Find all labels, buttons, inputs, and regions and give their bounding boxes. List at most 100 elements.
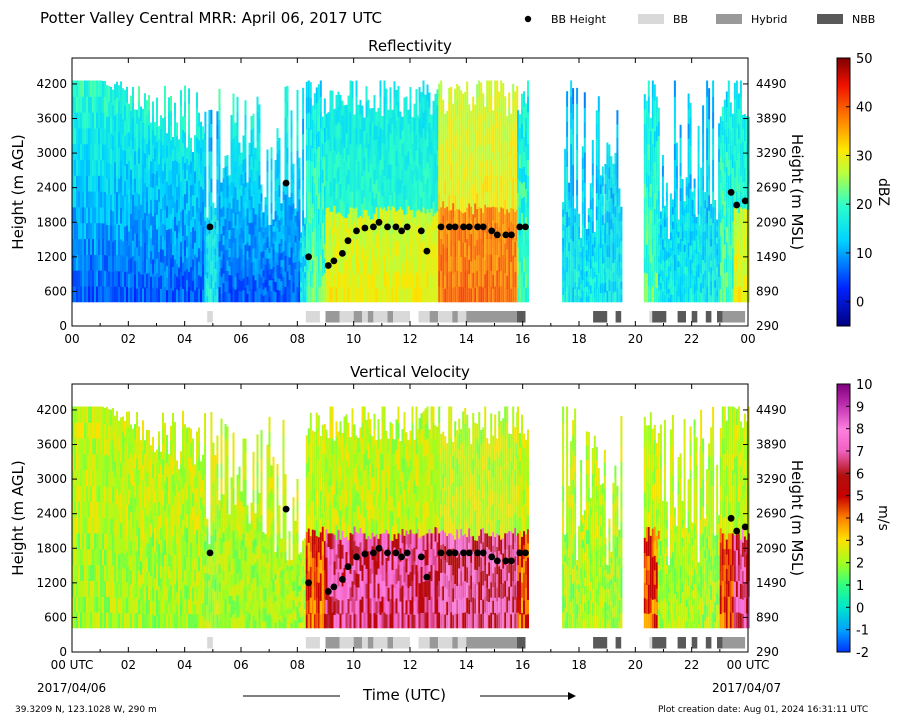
heat-cell	[128, 174, 130, 190]
heat-cell	[510, 261, 513, 276]
heat-cell	[305, 97, 308, 114]
heat-cell	[407, 123, 410, 138]
x-tick-label: 08	[290, 332, 305, 346]
bb-type-bar	[517, 311, 526, 323]
heat-cell	[317, 208, 320, 225]
heat-cell	[679, 188, 682, 202]
heat-cell	[359, 99, 362, 115]
heat-cell	[383, 112, 386, 129]
heat-cell	[442, 272, 445, 288]
heat-cell	[345, 175, 348, 190]
heat-cell	[442, 229, 445, 245]
heat-cell	[331, 166, 334, 182]
heat-cell	[673, 286, 676, 303]
heat-cell	[313, 257, 316, 273]
heat-cell	[202, 239, 204, 253]
heat-cell	[280, 238, 283, 246]
heat-cell	[527, 96, 529, 113]
heat-cell	[260, 285, 263, 294]
heat-cell	[266, 182, 269, 194]
heat-cell	[420, 167, 423, 183]
heat-cell	[230, 261, 233, 276]
heat-cell	[212, 294, 215, 303]
heat-cell	[182, 262, 184, 276]
heat-cell	[580, 274, 583, 280]
heat-cell	[246, 182, 249, 192]
heat-cell	[268, 296, 271, 303]
heat-cell	[395, 180, 398, 197]
heat-cell	[156, 141, 158, 157]
heat-cell	[355, 112, 358, 129]
heat-cell	[695, 271, 698, 279]
heat-cell	[220, 250, 223, 260]
heat-cell	[300, 286, 303, 293]
heat-cell	[570, 206, 573, 224]
heat-cell	[525, 131, 527, 147]
heat-cell	[174, 102, 176, 118]
heat-cell	[448, 133, 451, 150]
heat-cell	[104, 286, 106, 303]
heat-cell	[661, 186, 664, 198]
heat-cell	[234, 212, 237, 226]
heat-cell	[498, 196, 501, 213]
heat-cell	[702, 105, 705, 120]
heat-cell	[655, 96, 658, 112]
heat-cell	[134, 178, 136, 193]
heat-cell	[92, 564, 94, 581]
heat-cell	[80, 517, 82, 534]
heat-cell	[454, 210, 457, 227]
heat-cell	[150, 250, 152, 264]
heat-cell	[564, 192, 567, 204]
heat-cell	[514, 91, 517, 107]
heat-cell	[218, 256, 221, 272]
heat-cell	[90, 469, 92, 486]
heat-cell	[92, 517, 94, 534]
heat-cell	[580, 283, 583, 289]
heat-cell	[288, 279, 291, 288]
heat-cell	[144, 227, 146, 243]
heat-cell	[657, 290, 660, 297]
heat-cell	[727, 238, 730, 255]
heat-cell	[576, 118, 579, 135]
heat-cell	[432, 158, 435, 174]
heat-cell	[307, 159, 310, 176]
heat-cell	[669, 201, 672, 210]
heat-cell	[198, 247, 200, 262]
x-tick-label: 00	[64, 332, 79, 346]
heat-cell	[313, 242, 316, 258]
heat-cell	[170, 198, 172, 214]
heat-cell	[122, 567, 124, 583]
heat-cell	[514, 121, 517, 137]
heat-cell	[747, 209, 750, 223]
heat-cell	[599, 292, 602, 303]
heat-cell	[458, 193, 461, 210]
heat-cell	[645, 287, 648, 303]
heat-cell	[268, 274, 271, 281]
heat-cell	[496, 127, 499, 145]
heat-cell	[329, 241, 332, 257]
heat-cell	[204, 111, 207, 126]
heat-cell	[88, 469, 90, 486]
heat-cell	[242, 254, 245, 267]
heat-cell	[325, 221, 328, 235]
heat-cell	[353, 275, 356, 289]
heat-cell	[620, 281, 623, 289]
heat-cell	[564, 148, 567, 161]
heat-cell	[677, 278, 680, 285]
heat-cell	[276, 227, 279, 241]
heat-cell	[124, 241, 126, 257]
heat-cell	[572, 118, 575, 135]
heat-cell	[482, 167, 485, 184]
heat-cell	[88, 406, 90, 423]
heat-cell	[492, 192, 495, 207]
heat-cell	[192, 248, 194, 260]
heat-cell	[112, 439, 114, 456]
heat-cell	[523, 271, 525, 288]
heat-cell	[514, 271, 517, 288]
heat-cell	[702, 217, 705, 233]
heat-cell	[500, 112, 503, 129]
heat-cell	[420, 211, 423, 228]
heat-cell	[452, 174, 455, 190]
heat-cell	[466, 223, 469, 240]
heat-cell	[716, 266, 719, 273]
